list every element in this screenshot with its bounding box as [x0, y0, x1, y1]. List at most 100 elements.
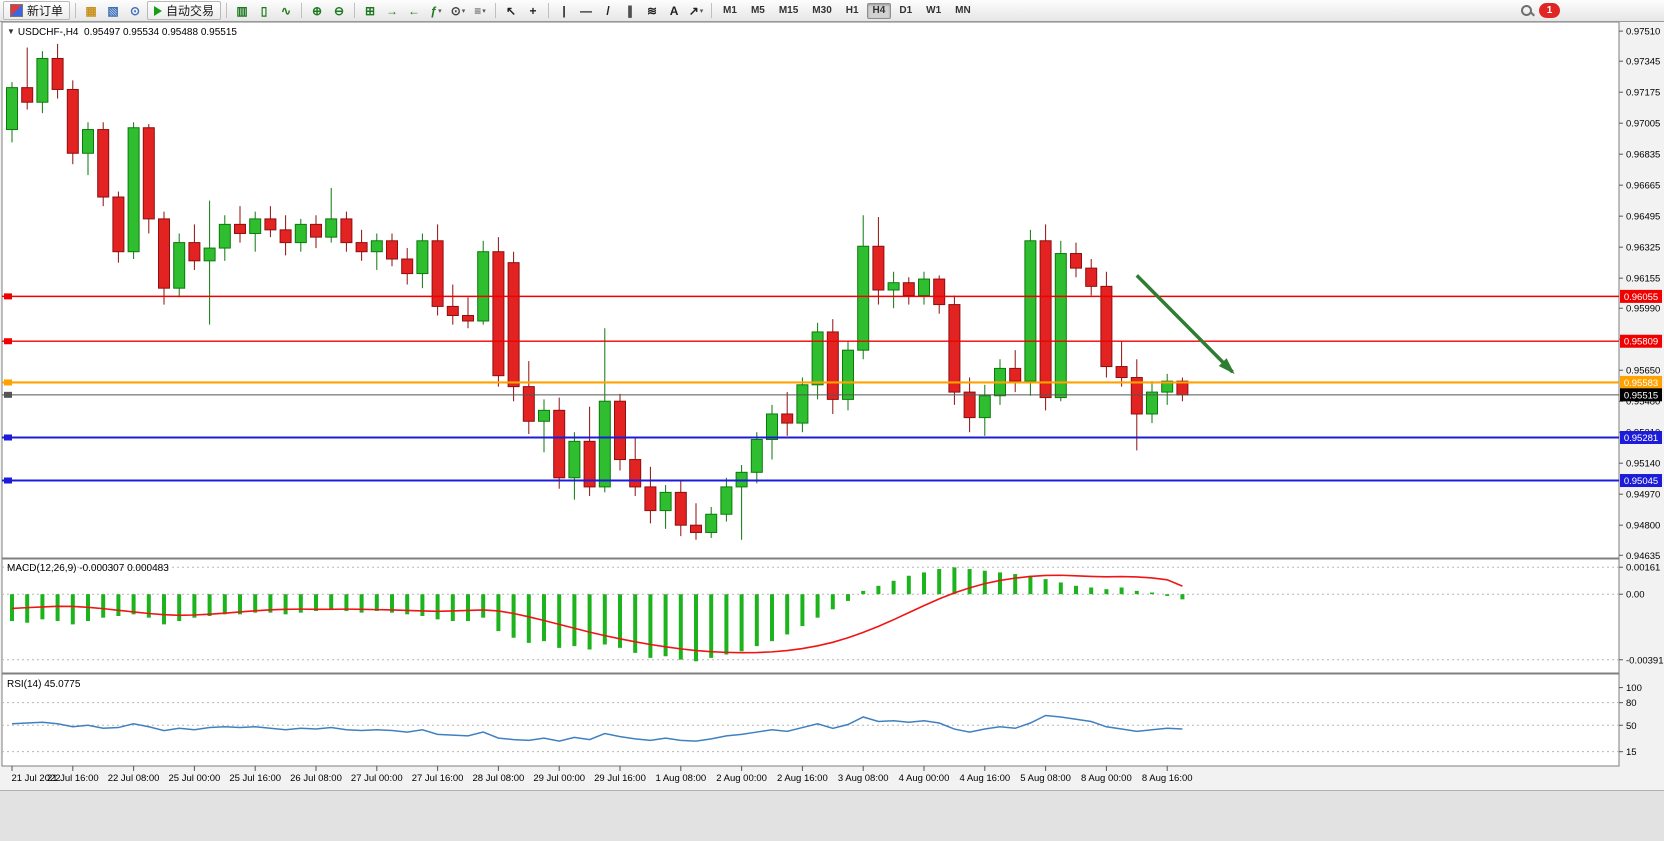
new-chart-icon[interactable]: ▦ — [85, 3, 97, 18]
candle-up — [705, 513, 718, 533]
candle-up — [857, 245, 870, 351]
zoom-in-icon[interactable]: ⊕ — [312, 3, 323, 18]
line-chart-icon[interactable]: ∿ — [281, 3, 292, 18]
tile-windows-icon[interactable]: ⊞ — [365, 3, 376, 18]
svg-text:0.97345: 0.97345 — [1626, 57, 1660, 68]
candle-down — [279, 229, 292, 244]
cursor-icon[interactable]: ↖ — [506, 3, 517, 18]
candle-down — [1085, 267, 1098, 287]
new-order-icon — [10, 4, 23, 17]
notification-badge[interactable]: 1 — [1539, 3, 1560, 18]
svg-text:0.94635: 0.94635 — [1626, 551, 1660, 562]
toolbar-separator — [711, 3, 713, 18]
time-label: 22 Jul 08:00 — [108, 773, 160, 784]
candle-up — [370, 240, 383, 253]
timeframe-MN[interactable]: MN — [955, 4, 971, 16]
trendline-icon[interactable]: / — [606, 3, 610, 18]
chart-shift-icon[interactable]: ← — [408, 3, 421, 18]
svg-text:0.96155: 0.96155 — [1626, 274, 1660, 285]
candle-up — [811, 331, 824, 386]
candle-up — [1161, 380, 1174, 393]
dropdown-caret-icon: ▾ — [438, 7, 442, 15]
candle-down — [462, 315, 474, 322]
templates-icon[interactable]: ≡ ▾ — [474, 3, 486, 18]
time-label: 27 Jul 00:00 — [351, 773, 403, 784]
arrows-icon[interactable]: ↗ ▾ — [688, 3, 704, 18]
toolbar-separator — [354, 3, 356, 18]
fibonacci-icon[interactable]: ≋ — [647, 3, 658, 18]
price-tag — [1620, 430, 1662, 444]
magnifier-glyph — [1520, 4, 1534, 18]
search-icon[interactable] — [1517, 1, 1537, 20]
timeframe-H4[interactable]: H4 — [866, 2, 892, 19]
candle-down — [21, 87, 34, 103]
toolbar: 新订单 ▦ ▧ ⊙ 自动交易 ▥ ▯ ∿ ⊕ ⊖ ⊞ → ← ƒ ▾ ⊙ ▾ ≡ ▾ ↖ + | — / ∥ ≋ A ↗ ▾ M1 M5 M1… — [0, 0, 1664, 22]
timeframe-D1[interactable]: D1 — [899, 4, 913, 16]
candle-down — [97, 129, 110, 198]
indicators-icon[interactable]: ƒ ▾ — [430, 3, 442, 18]
crosshair-icon[interactable]: + — [529, 3, 537, 18]
candle-up — [127, 127, 140, 253]
candle-down — [401, 258, 414, 275]
time-label: 27 Jul 16:00 — [412, 773, 464, 784]
bottom-area — [0, 790, 1664, 841]
candle-down — [553, 409, 566, 479]
bar-chart-icon[interactable]: ▥ — [236, 3, 248, 18]
periods-icon[interactable]: ⊙ ▾ — [450, 3, 466, 18]
candle-up — [918, 278, 930, 296]
vertical-line-icon[interactable]: | — [562, 3, 566, 18]
toolbar-separator — [75, 3, 77, 18]
candle-down — [66, 88, 79, 154]
price-tag-label: 0.95583 — [1624, 378, 1658, 389]
horizontal-line-icon[interactable]: — — [580, 3, 593, 18]
candle-down — [902, 282, 915, 296]
timeframe-M1[interactable]: M1 — [723, 4, 737, 16]
chart-canvas[interactable]: 0.97510 0.97345 0.97175 0.97005 0.96835 0.966… — [0, 21, 1664, 790]
time-label: 8 Aug 16:00 — [1142, 773, 1193, 784]
profiles-icon[interactable]: ▧ — [107, 3, 119, 18]
timeframe-M15[interactable]: M15 — [778, 4, 799, 16]
candle-down — [1070, 253, 1082, 269]
candle-down — [51, 57, 64, 90]
refresh-icon[interactable]: ⊙ — [129, 3, 141, 18]
candle-down — [386, 240, 398, 260]
time-label: 3 Aug 08:00 — [838, 773, 889, 784]
macd-layer: 0.00161 0.00 -0.00391 — [2, 563, 1664, 666]
auto-trading-button-label: 自动交易 — [166, 3, 215, 18]
candle-up — [218, 223, 231, 249]
auto-scroll-icon[interactable]: → — [386, 3, 399, 18]
rsi-panel — [1, 673, 1620, 767]
toolbar-separator — [301, 3, 303, 18]
candle-up — [82, 129, 94, 154]
text-icon[interactable]: A — [669, 3, 679, 18]
line-left-marker — [4, 434, 12, 441]
candle-up — [1024, 240, 1037, 382]
candle-down — [507, 262, 520, 388]
candles-layer — [6, 43, 1189, 540]
new-order-button[interactable]: 新订单 — [3, 1, 71, 20]
time-label: 29 Jul 16:00 — [594, 773, 646, 784]
svg-text:0.96835: 0.96835 — [1626, 150, 1660, 161]
zoom-out-icon[interactable]: ⊖ — [334, 3, 345, 18]
candlestick-chart-icon[interactable]: ▯ — [260, 3, 268, 18]
channel-icon[interactable]: ∥ — [627, 3, 634, 18]
timeframe-W1[interactable]: W1 — [926, 4, 942, 16]
timeframe-M5[interactable]: M5 — [750, 4, 765, 16]
timeframe-M30[interactable]: M30 — [812, 4, 832, 16]
price-tag — [1620, 334, 1662, 348]
svg-text:0.94970: 0.94970 — [1626, 490, 1660, 501]
new-order-button-label: 新订单 — [27, 3, 64, 18]
svg-text:100: 100 — [1626, 683, 1642, 694]
timeframe-H1[interactable]: H1 — [845, 4, 859, 16]
auto-trading-button[interactable]: 自动交易 — [147, 1, 222, 20]
trend-arrow[interactable] — [1135, 274, 1235, 375]
svg-text:0.95650: 0.95650 — [1626, 366, 1660, 377]
dropdown-caret-icon: ▾ — [699, 7, 704, 15]
candle-down — [963, 391, 976, 419]
candle-down — [355, 242, 368, 253]
candle-down — [522, 386, 535, 422]
candle-down — [614, 400, 626, 461]
dropdown-caret-icon: ▾ — [482, 7, 486, 15]
